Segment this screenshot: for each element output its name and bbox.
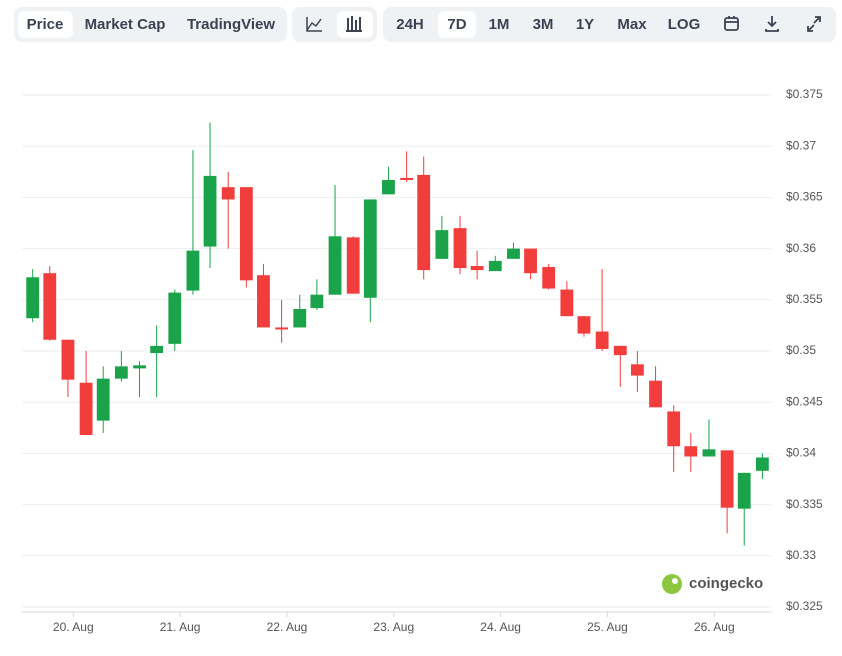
x-tick-label: 21. Aug — [160, 620, 201, 634]
candle-body — [257, 275, 270, 328]
y-tick-label: $0.365 — [786, 190, 823, 204]
x-tick-label: 22. Aug — [267, 620, 308, 634]
y-tick-label: $0.34 — [786, 446, 816, 460]
range-button[interactable]: 3M — [533, 16, 554, 33]
y-tick-label: $0.35 — [786, 343, 816, 357]
candle-body — [542, 267, 556, 289]
y-tick-label: $0.355 — [786, 292, 823, 306]
candle-body — [613, 345, 627, 356]
watermark: coingecko — [662, 574, 763, 594]
active-button[interactable] — [18, 11, 73, 38]
view-button[interactable]: Price — [27, 16, 64, 33]
logo-eye — [672, 578, 678, 584]
candle-body — [488, 260, 502, 272]
x-tick-label: 25. Aug — [587, 620, 628, 634]
candle-body — [79, 382, 93, 435]
candle-body — [328, 236, 342, 295]
logo — [662, 574, 682, 594]
x-tick-label: 26. Aug — [694, 620, 735, 634]
candle-body — [400, 177, 414, 180]
y-tick-label: $0.37 — [786, 138, 816, 152]
candle-body — [26, 277, 40, 319]
toolbar: Price Market Cap TradingView 24H 7D 1M 3… — [14, 7, 836, 42]
range-button[interactable]: 1M — [489, 16, 510, 33]
candle-body — [470, 266, 484, 271]
candle-body — [435, 230, 449, 259]
view-group — [14, 7, 287, 42]
y-tick-label: $0.345 — [786, 394, 823, 408]
candle-body — [702, 449, 716, 457]
candle-body — [186, 250, 200, 291]
candle-body — [737, 472, 751, 509]
candle-body — [595, 331, 609, 349]
candle-body — [133, 365, 146, 369]
candle-body — [684, 446, 698, 457]
candle-body — [114, 366, 128, 379]
candle-icon[interactable] — [346, 16, 362, 32]
candle-body — [275, 327, 289, 330]
watermark-text: coingecko — [689, 575, 763, 592]
view-button[interactable]: TradingView — [187, 16, 275, 33]
active-button[interactable] — [438, 11, 476, 38]
y-tick-label: $0.36 — [786, 241, 816, 255]
y-tick-label: $0.325 — [786, 599, 823, 613]
view-button[interactable]: Market Cap — [85, 16, 166, 33]
x-tick-label: 23. Aug — [373, 620, 414, 634]
candle-body — [417, 174, 431, 271]
candle-body — [755, 457, 769, 471]
tool-icons[interactable] — [724, 16, 821, 32]
y-tick-label: $0.33 — [786, 548, 816, 562]
candle-body — [96, 378, 110, 421]
candle-body — [507, 248, 520, 259]
candle-body — [382, 179, 395, 195]
x-tick-label: 20. Aug — [53, 620, 94, 634]
range-button[interactable]: Max — [617, 16, 647, 33]
candle-body — [560, 289, 574, 317]
candle-body — [221, 187, 235, 200]
x-tick-label: 24. Aug — [480, 620, 521, 634]
candle-body — [239, 187, 253, 281]
candle-body — [203, 175, 217, 247]
candle-body — [150, 345, 164, 354]
y-tick-label: $0.375 — [786, 87, 823, 101]
candle-body — [577, 316, 591, 334]
range-button[interactable]: 24H — [396, 16, 424, 33]
range-button[interactable]: 1Y — [576, 16, 594, 33]
candle-body — [43, 273, 57, 340]
candle-body — [293, 309, 307, 328]
range-button[interactable]: 7D — [447, 16, 466, 33]
candle-body — [61, 339, 75, 380]
line-icon[interactable] — [306, 17, 322, 32]
candle-body — [168, 292, 182, 344]
candle-body — [524, 248, 537, 274]
candle-body — [453, 228, 467, 269]
candle-body — [649, 380, 662, 408]
candle-body — [346, 237, 360, 294]
candle-body — [667, 411, 681, 447]
range-group — [383, 7, 836, 42]
candle-body — [720, 450, 734, 508]
plot: $0.325 $0.33 $0.335 $0.34 $0.345 $0.35 $0.355 $… — [22, 87, 823, 634]
log-button[interactable]: LOG — [668, 16, 701, 33]
candle-body — [630, 364, 644, 376]
candle-body — [310, 294, 324, 308]
y-tick-label: $0.335 — [786, 497, 823, 511]
candle-body — [363, 199, 377, 298]
